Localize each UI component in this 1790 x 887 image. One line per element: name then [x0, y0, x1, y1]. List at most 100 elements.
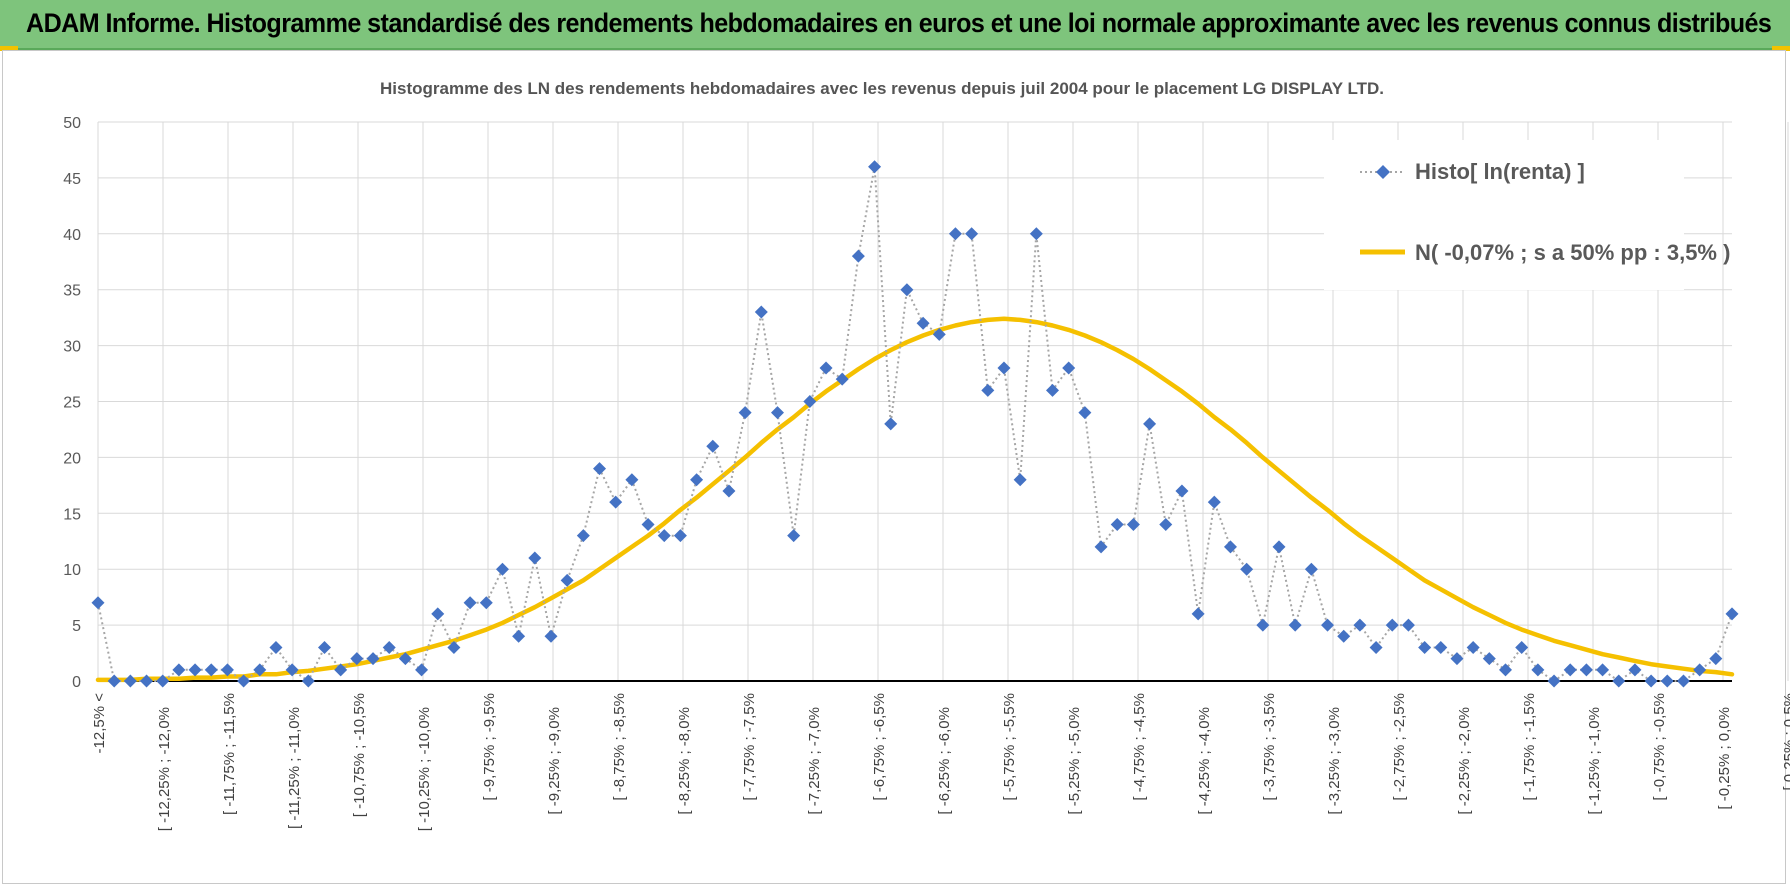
histo-point [512, 629, 526, 643]
histo-point [1418, 640, 1432, 654]
histo-point [738, 406, 752, 420]
histo-point [819, 361, 833, 375]
histo-point [237, 674, 251, 688]
histo-point [900, 283, 914, 297]
x-tick-label: [ -7,75% ; -7,5% [741, 693, 758, 801]
histo-point [1240, 562, 1254, 576]
histo-point [1385, 618, 1399, 632]
histo-point [1353, 618, 1367, 632]
histo-point [1062, 361, 1076, 375]
histo-point [479, 596, 493, 610]
x-tick-label: [ -3,75% ; -3,5% [1261, 693, 1278, 801]
histo-point [1094, 540, 1108, 554]
histo-point [1304, 562, 1318, 576]
x-tick-label: [ -8,75% ; -8,5% [611, 693, 628, 801]
histo-point [1676, 674, 1690, 688]
histo-point [1223, 540, 1237, 554]
histo-point [382, 640, 396, 654]
accent-bar-right [1772, 46, 1790, 51]
legend-normal-label: N( -0,07% ; s a 50% pp : 3,5% ) [1415, 240, 1730, 265]
histo-point [220, 663, 234, 677]
histo-point [1466, 640, 1480, 654]
y-tick-label: 30 [63, 339, 81, 356]
histo-point [593, 462, 607, 476]
histo-point [398, 652, 412, 666]
histo-point [560, 573, 574, 587]
y-tick-label: 20 [63, 450, 81, 467]
histo-point [285, 663, 299, 677]
y-tick-label: 35 [63, 283, 81, 300]
x-tick-label: [ -3,25% ; -3,0% [1326, 707, 1343, 815]
histo-point [1337, 629, 1351, 643]
histo-point [1078, 406, 1092, 420]
histo-point [981, 383, 995, 397]
x-tick-label: [ -0,25% ; 0,0% [1716, 707, 1733, 810]
histo-point [334, 663, 348, 677]
x-tick-label: [ -11,75% ; -11,5% [221, 693, 238, 815]
histo-point [1660, 674, 1674, 688]
y-tick-label: 45 [63, 171, 81, 188]
x-tick-label: [ -9,75% ; -9,5% [481, 693, 498, 801]
x-tick-label: [ -7,25% ; -7,0% [806, 707, 823, 815]
histo-point [1175, 484, 1189, 498]
histo-point [1725, 607, 1739, 621]
histo-point [673, 529, 687, 543]
histo-point [1207, 495, 1221, 509]
histo-point [1709, 652, 1723, 666]
histo-point [997, 361, 1011, 375]
histo-point [1401, 618, 1415, 632]
histo-point [722, 484, 736, 498]
histo-point [868, 160, 882, 174]
x-tick-label: -12,5% < [91, 693, 108, 754]
histo-point [253, 663, 267, 677]
histo-point [350, 652, 364, 666]
histo-point [317, 640, 331, 654]
y-tick-label: 40 [63, 227, 81, 244]
x-tick-label: [ -12,25% ; -12,0% [156, 707, 173, 831]
histo-point [641, 517, 655, 531]
y-axis-ticks: 0 5 10 15 20 25 30 35 40 45 50 [63, 115, 81, 691]
histo-point [1369, 640, 1383, 654]
histo-point [1515, 640, 1529, 654]
histo-point [123, 674, 137, 688]
histo-point [690, 473, 704, 487]
histo-point [366, 652, 380, 666]
normal-curve-layer [95, 316, 1735, 683]
x-tick-label: [ -5,75% ; -5,5% [1001, 693, 1018, 801]
x-tick-label: [ -2,25% ; -2,0% [1456, 707, 1473, 815]
histo-point [1126, 517, 1140, 531]
histo-point [657, 529, 671, 543]
histo-point [1110, 517, 1124, 531]
histo-point [463, 596, 477, 610]
y-tick-label: 10 [63, 562, 81, 579]
histo-point [965, 227, 979, 241]
x-tick-label: [ -5,25% ; -5,0% [1066, 707, 1083, 815]
histo-point [301, 674, 315, 688]
histo-point [1563, 663, 1577, 677]
histo-point [447, 640, 461, 654]
x-tick-label: [ -1,25% ; -1,0% [1586, 707, 1603, 815]
histo-point [625, 473, 639, 487]
histo-point [1013, 473, 1027, 487]
legend-histo-marker [1376, 165, 1390, 179]
x-tick-label: [ -9,25% ; -9,0% [546, 707, 563, 815]
histo-point [431, 607, 445, 621]
histo-point [932, 327, 946, 341]
histo-point [1579, 663, 1593, 677]
x-axis-ticks: -12,5% < [ -12,25% ; -12,0% [ -11,75% ; -1… [91, 693, 1790, 831]
y-tick-label: 0 [72, 674, 81, 691]
histo-point [787, 529, 801, 543]
header-banner: ADAM Informe. Histogramme standardisé de… [0, 0, 1790, 50]
histo-point [1046, 383, 1060, 397]
histo-point [1450, 652, 1464, 666]
histo-point [609, 495, 623, 509]
histo-point [754, 305, 768, 319]
histo-point [916, 316, 930, 330]
x-tick-label: [ -1,75% ; -1,5% [1521, 693, 1538, 801]
histo-point [576, 529, 590, 543]
histo-point [544, 629, 558, 643]
legend-box [1324, 140, 1684, 290]
histo-point [156, 674, 170, 688]
histo-point [1272, 540, 1286, 554]
histo-point [1256, 618, 1270, 632]
